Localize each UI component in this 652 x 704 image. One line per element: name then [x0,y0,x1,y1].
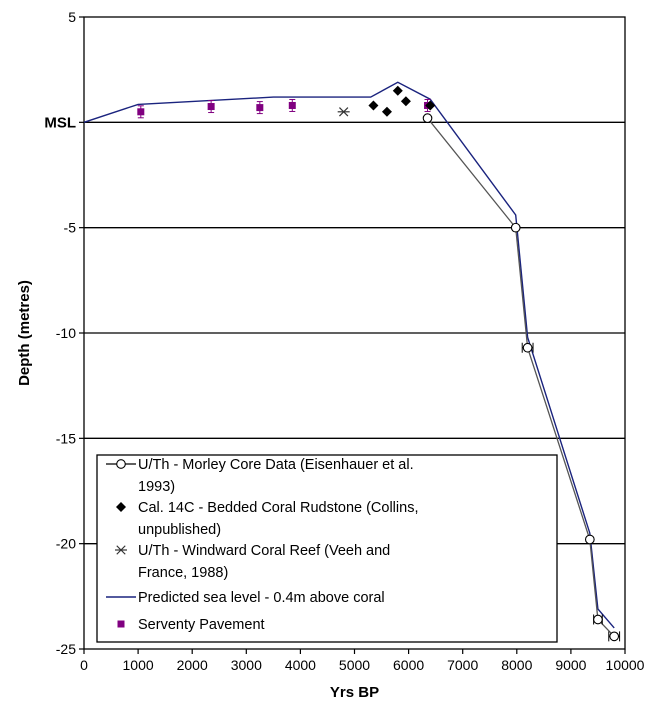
legend-label: U/Th - Windward Coral Reef (Veeh and [138,543,390,559]
x-tick-label: 1000 [123,657,154,673]
legend-label: unpublished) [138,522,221,538]
x-tick-label: 4000 [285,657,316,673]
legend-morley-marker [116,459,126,469]
legend-label: 1993) [138,479,175,495]
rudstone-point [368,100,379,111]
y-tick-label: -25 [56,641,76,657]
x-tick-label: 6000 [393,657,424,673]
legend-rudstone-marker [116,502,126,512]
y-tick-label: -15 [56,430,76,446]
y-tick-label: -20 [56,536,76,552]
legend-label: Predicted sea level - 0.4m above coral [138,590,385,606]
x-tick-label: 2000 [177,657,208,673]
legend-box [96,454,558,643]
legend-serventy-marker [117,620,125,628]
serventy-point [288,101,296,109]
x-tick-label: 9000 [555,657,586,673]
x-tick-label: 8000 [501,657,532,673]
morley-core-point [510,222,521,233]
asterisk-stroke [339,107,349,117]
serventy-point [137,108,145,116]
rudstone-point [392,85,403,96]
y-tick-label: 5 [68,9,76,25]
y-axis-title: Depth (metres) [16,280,33,386]
morley-core-point [584,534,595,545]
asterisk-stroke [116,545,126,555]
legend-label: France, 1988) [138,565,228,581]
legend-label: Serventy Pavement [138,617,265,633]
rudstone-point [400,96,411,107]
windward-reef-point [337,107,350,117]
x-axis-title: Yrs BP [330,684,379,701]
morley-core-point [522,342,533,353]
serventy-point [207,103,215,111]
legend-label: U/Th - Morley Core Data (Eisenhauer et a… [138,457,414,473]
rudstone-point [425,100,436,111]
y-tick-label: MSL [44,114,76,131]
legend-label: Cal. 14C - Bedded Coral Rudstone (Collin… [138,500,418,516]
morley-core-point [593,614,603,625]
x-tick-label: 5000 [339,657,370,673]
legend-windward-marker [115,545,127,555]
morley-core-point [609,631,620,642]
y-tick-label: -5 [64,220,77,236]
y-tick-label: -10 [56,325,76,341]
x-tick-label: 10000 [606,657,645,673]
morley-core-point [422,113,433,123]
x-tick-label: 3000 [231,657,262,673]
x-tick-label: 0 [80,657,88,673]
rudstone-point [381,106,392,117]
x-tick-label: 7000 [447,657,478,673]
serventy-point [256,104,264,112]
